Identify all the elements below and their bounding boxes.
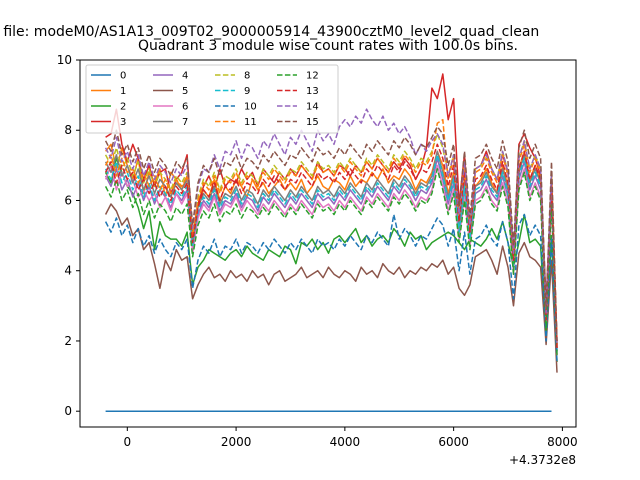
axes-frame bbox=[79, 59, 577, 428]
legend-label-11: 11 bbox=[244, 117, 257, 128]
legend-label-13: 13 bbox=[306, 86, 319, 97]
y-tick-label: 0 bbox=[64, 404, 72, 418]
legend-label-7: 7 bbox=[182, 117, 188, 128]
chart-title: Quadrant 3 module wise count rates with … bbox=[138, 38, 518, 54]
y-tick-label: 6 bbox=[64, 193, 72, 207]
legend-label-9: 9 bbox=[244, 86, 250, 97]
series-line-4 bbox=[104, 157, 558, 352]
x-offset-label: +4.3732e8 bbox=[509, 453, 576, 467]
figure-suptitle: n file: modeM0/AS1A13_009T02_9000005914_… bbox=[0, 24, 539, 40]
x-tick-label: 4000 bbox=[330, 435, 361, 449]
y-tick-label: 2 bbox=[64, 334, 72, 348]
legend-label-3: 3 bbox=[120, 117, 126, 128]
x-tick-label: 0 bbox=[123, 435, 131, 449]
series-line-12 bbox=[104, 168, 558, 356]
legend-label-5: 5 bbox=[182, 86, 188, 97]
series-line-14 bbox=[104, 108, 558, 345]
legend-label-14: 14 bbox=[306, 102, 319, 113]
series-line-10 bbox=[104, 213, 558, 363]
y-axis: 0 2 4 6 8 10 bbox=[57, 53, 80, 418]
y-tick-label: 4 bbox=[64, 264, 72, 278]
x-tick-label: 6000 bbox=[438, 435, 469, 449]
series-line-13 bbox=[104, 143, 558, 349]
legend-label-10: 10 bbox=[244, 102, 257, 113]
x-axis: 0 2000 4000 6000 8000 bbox=[123, 427, 578, 449]
y-tick-label: 8 bbox=[64, 123, 72, 137]
legend-label-0: 0 bbox=[120, 71, 126, 82]
legend-label-15: 15 bbox=[306, 117, 319, 128]
legend-label-6: 6 bbox=[182, 102, 188, 113]
legend-label-8: 8 bbox=[244, 71, 250, 82]
x-tick-label: 2000 bbox=[221, 435, 252, 449]
series-line-8 bbox=[104, 133, 558, 345]
legend-label-12: 12 bbox=[306, 71, 319, 82]
series-line-7 bbox=[104, 150, 558, 349]
x-tick-label: 8000 bbox=[547, 435, 578, 449]
series-line-11 bbox=[104, 118, 558, 345]
legend-label-4: 4 bbox=[182, 71, 188, 82]
legend-label-1: 1 bbox=[120, 86, 126, 97]
legend-box bbox=[85, 64, 339, 134]
legend-label-2: 2 bbox=[120, 102, 126, 113]
series-line-5 bbox=[104, 203, 558, 373]
series-layer bbox=[104, 73, 558, 412]
series-line-15 bbox=[104, 125, 558, 342]
series-line-9 bbox=[104, 154, 558, 352]
y-tick-label: 10 bbox=[57, 53, 72, 67]
series-line-6 bbox=[104, 164, 558, 356]
